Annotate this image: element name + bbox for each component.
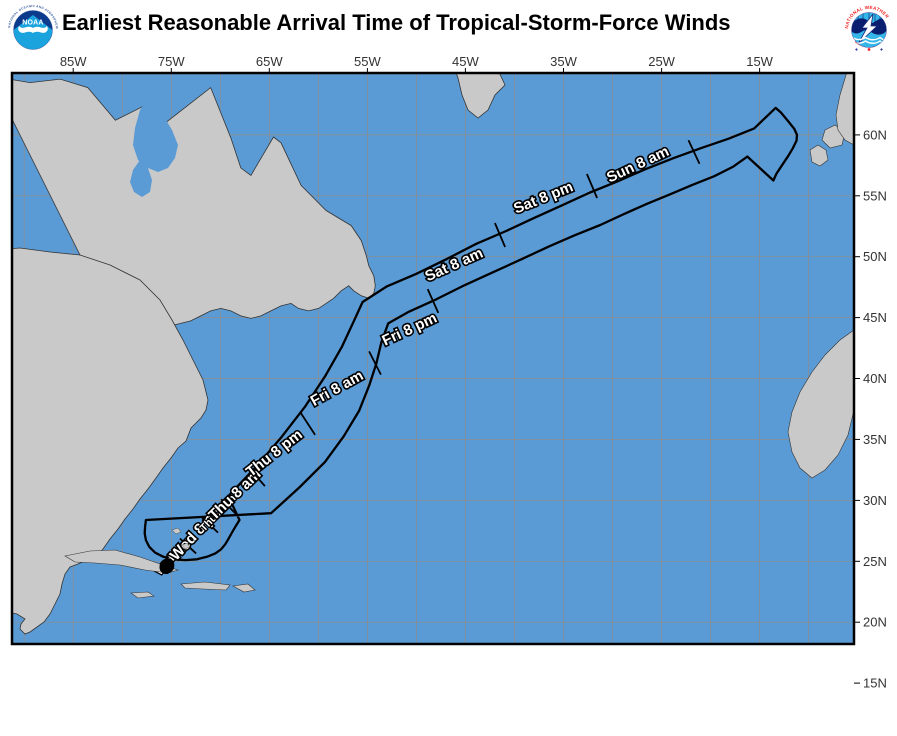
svg-text:85W: 85W <box>60 54 87 69</box>
svg-text:40N: 40N <box>863 371 887 386</box>
svg-text:45N: 45N <box>863 310 887 325</box>
svg-text:75W: 75W <box>158 54 185 69</box>
svg-text:35N: 35N <box>863 432 887 447</box>
svg-text:55N: 55N <box>863 188 887 203</box>
svg-text:15W: 15W <box>746 54 773 69</box>
svg-text:20N: 20N <box>863 615 887 630</box>
svg-text:45W: 45W <box>452 54 479 69</box>
svg-text:35W: 35W <box>550 54 577 69</box>
svg-text:30N: 30N <box>863 493 887 508</box>
svg-text:60N: 60N <box>863 127 887 142</box>
svg-text:25W: 25W <box>648 54 675 69</box>
svg-text:55W: 55W <box>354 54 381 69</box>
svg-text:25N: 25N <box>863 554 887 569</box>
svg-text:65W: 65W <box>256 54 283 69</box>
svg-text:50N: 50N <box>863 249 887 264</box>
